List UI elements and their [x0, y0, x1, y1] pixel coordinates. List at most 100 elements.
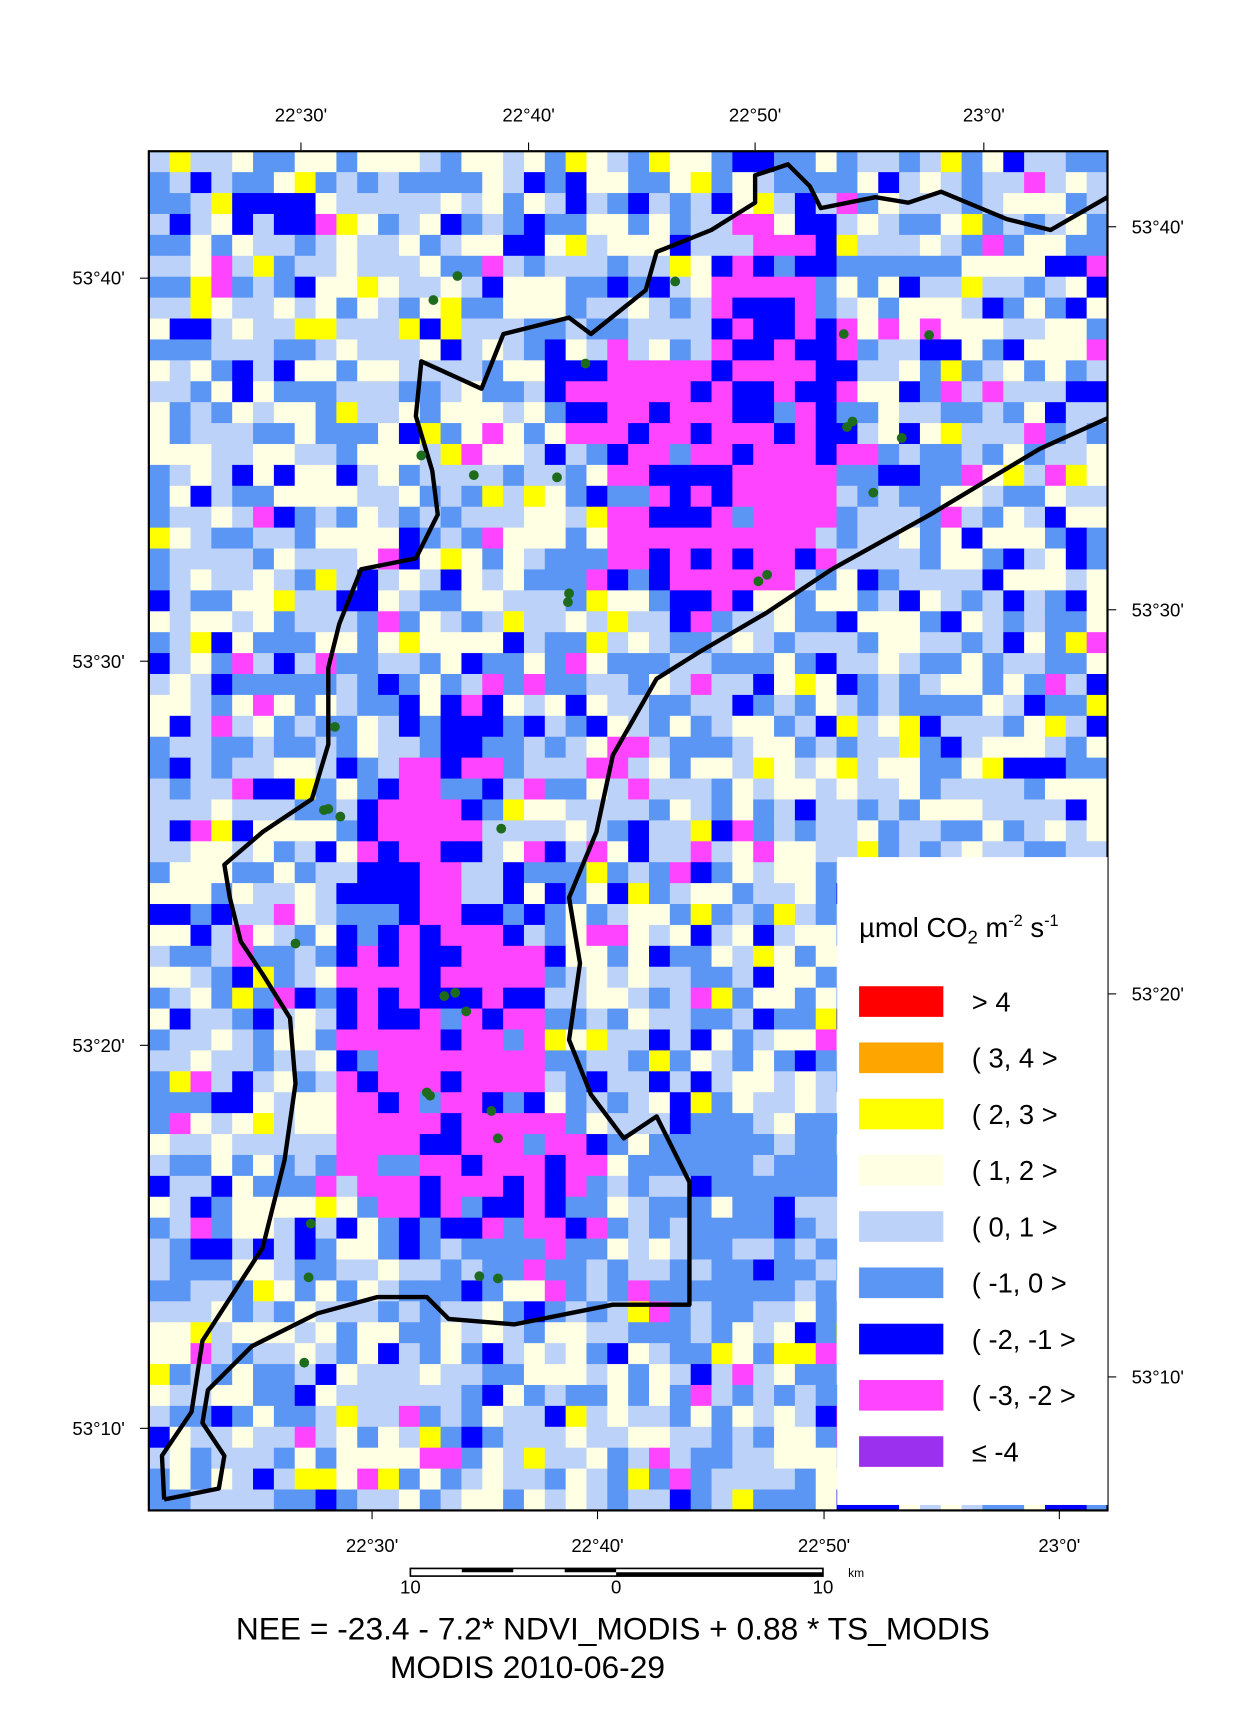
map-cell [169, 694, 192, 717]
map-cell [169, 799, 192, 821]
site-marker [474, 1271, 485, 1282]
map-cell [440, 1280, 462, 1302]
map-cell [711, 1008, 733, 1031]
map-cell [232, 1489, 254, 1511]
map-cell [961, 694, 983, 717]
map-cell [586, 506, 608, 529]
map-cell [649, 234, 671, 257]
map-cell [232, 443, 254, 466]
map-cell [565, 820, 588, 842]
map-cell [253, 1468, 275, 1491]
map-cell [857, 778, 879, 801]
map-cell [732, 443, 754, 466]
map-cell [1024, 653, 1046, 675]
map-cell [711, 924, 733, 947]
map-cell [440, 632, 462, 654]
map-cell [294, 402, 317, 424]
map-cell [461, 1489, 483, 1511]
map-cell [336, 1405, 358, 1428]
map-cell [1065, 653, 1088, 675]
map-cell [690, 1029, 713, 1051]
map-cell [711, 318, 733, 340]
map-cell [190, 778, 212, 801]
map-cell [711, 423, 733, 445]
map-cell [565, 1113, 588, 1135]
map-cell [440, 1259, 462, 1281]
map-cell [419, 402, 442, 424]
map-cell [878, 464, 900, 487]
map-cell [378, 297, 400, 320]
map-cell [357, 694, 379, 717]
map-cell [774, 381, 796, 403]
map-cell [336, 1343, 358, 1365]
map-cell [190, 443, 212, 466]
map-cell [711, 1468, 733, 1491]
map-cell [753, 339, 775, 361]
map-cell [336, 339, 358, 361]
map-cell [794, 151, 817, 173]
map-cell [940, 297, 963, 320]
map-cell [232, 674, 254, 696]
map-cell [774, 1134, 796, 1156]
map-cell [253, 611, 275, 633]
map-cell [503, 1175, 525, 1198]
map-cell [711, 1405, 733, 1428]
map-cell [774, 674, 796, 696]
map-cell [482, 1468, 504, 1491]
map-cell [523, 862, 546, 884]
map-cell [232, 172, 254, 194]
map-cell [294, 987, 317, 1010]
map-cell [169, 715, 192, 738]
map-cell [398, 1426, 421, 1449]
map-cell [1024, 360, 1046, 382]
map-cell [482, 590, 504, 612]
map-cell [899, 632, 921, 654]
map-cell [794, 1259, 817, 1281]
scale-unit: km [848, 1566, 864, 1580]
map-cell [815, 1259, 838, 1281]
map-cell [148, 674, 171, 696]
map-cell [148, 1217, 171, 1240]
map-cell [836, 172, 858, 194]
map-cell [169, 485, 192, 508]
map-cell [857, 172, 879, 194]
map-cell [753, 715, 775, 738]
map-cell [732, 778, 754, 801]
map-cell [607, 1322, 629, 1344]
map-cell [273, 402, 296, 424]
map-cell [815, 694, 838, 717]
map-cell [690, 360, 713, 382]
map-cell [836, 276, 858, 299]
map-cell [669, 193, 692, 215]
map-cell [357, 820, 379, 842]
map-cell [857, 423, 879, 445]
map-cell [628, 1364, 650, 1386]
map-cell [461, 736, 483, 759]
map-cell [315, 360, 337, 382]
map-cell [294, 569, 317, 591]
map-cell [774, 1343, 796, 1365]
map-cell [378, 1029, 400, 1051]
map-cell [461, 694, 483, 717]
map-cell [523, 402, 546, 424]
map-cell [544, 276, 567, 299]
map-cell [711, 653, 733, 675]
map-cell [294, 694, 317, 717]
map-cell [628, 1468, 650, 1491]
map-cell [253, 1259, 275, 1281]
map-cell [774, 1301, 796, 1323]
map-cell [523, 694, 546, 717]
map-cell [211, 653, 233, 675]
map-cell [523, 1008, 546, 1031]
map-cell [711, 736, 733, 759]
map-cell [628, 924, 650, 947]
map-cell [523, 1259, 546, 1281]
map-cell [690, 736, 713, 759]
map-cell [732, 862, 754, 884]
map-cell [523, 883, 546, 905]
map-cell [649, 318, 671, 340]
map-cell [148, 339, 171, 361]
map-cell [357, 1489, 379, 1511]
map-cell [398, 464, 421, 487]
map-cell [440, 464, 462, 487]
